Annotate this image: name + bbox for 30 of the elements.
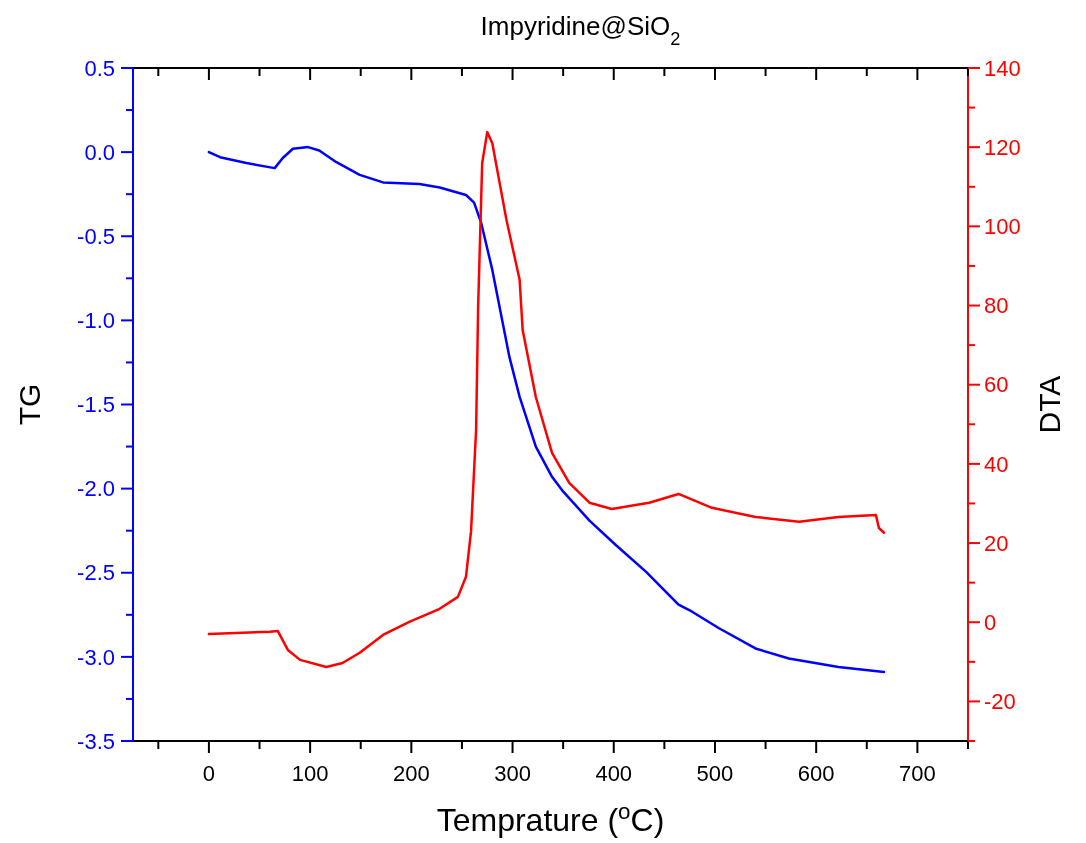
y2-tick-label: 0 (984, 609, 997, 635)
y-tick-label: -0.5 (77, 223, 115, 249)
y2-tick-label: 60 (984, 372, 1009, 398)
y-tick-label: -2.0 (77, 476, 115, 502)
y-tick-label: -1.0 (77, 308, 115, 334)
y2-tick-label: 140 (984, 55, 1021, 81)
y2-tick-label: 120 (984, 134, 1021, 160)
y-tick-label: -3.0 (77, 644, 115, 670)
x-tick-label: 400 (595, 761, 633, 786)
y-axis-title: TG (13, 383, 46, 426)
y2-tick-label: 100 (984, 214, 1021, 240)
x-tick-label: 300 (494, 761, 531, 786)
y2-tick-label: 20 (984, 530, 1009, 556)
y-tick-label: -1.5 (77, 392, 115, 418)
y-tick-label: 0.0 (84, 139, 115, 165)
x-tick-label: 200 (392, 761, 430, 786)
x-axis-title: Temprature ($^{o}$C) (436, 798, 665, 838)
y-tick-label: -3.5 (77, 728, 115, 754)
y-tick-label: -2.5 (77, 560, 115, 586)
x-tick-label: 600 (797, 761, 835, 786)
y2-tick-label: 80 (984, 293, 1009, 319)
x-tick-label: 500 (696, 761, 734, 786)
x-tick-label: 0 (202, 761, 216, 786)
x-tick-label: 700 (899, 761, 936, 786)
chart-title: Impyridine@SiO$_{2}$ (480, 11, 681, 49)
y-tick-label: 0.5 (84, 55, 115, 81)
y2-tick-label: -20 (984, 689, 1016, 715)
x-tick-label: 100 (291, 761, 329, 786)
y2-tick-label: 40 (984, 451, 1009, 477)
y2-axis-title: DTA (1033, 375, 1066, 434)
